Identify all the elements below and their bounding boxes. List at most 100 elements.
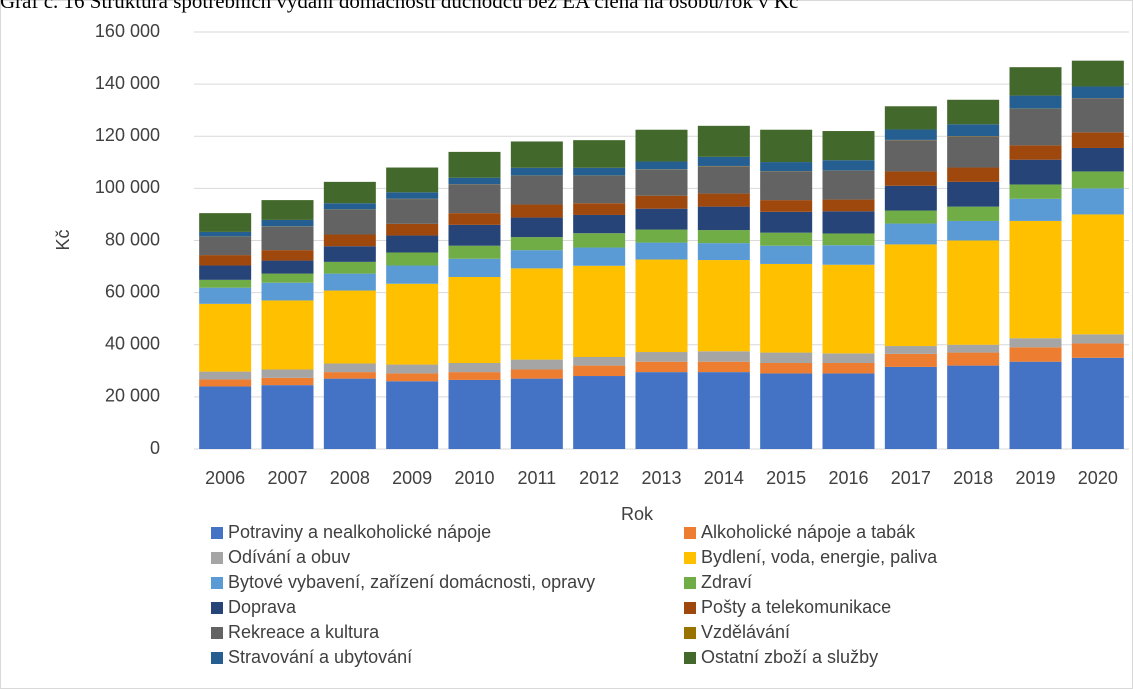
bar-segment [386, 364, 439, 374]
chart-title: Graf č. 16 Struktura spotřebních vydání … [0, 0, 798, 13]
bar-segment [323, 234, 376, 247]
bar-segment [884, 366, 937, 449]
bar-segment [884, 244, 937, 347]
bar-segment [573, 356, 626, 366]
bar-segment [884, 129, 937, 140]
bar-segment [822, 160, 875, 171]
bar-segment [1009, 95, 1062, 109]
bar-segment [947, 220, 1000, 241]
bar-segment [573, 203, 626, 215]
bar-segment [1009, 145, 1062, 160]
bar-segment [760, 200, 813, 212]
legend-label: Potraviny a nealkoholické nápoje [228, 522, 491, 542]
bar-segment [1009, 67, 1062, 96]
bar-segment [573, 167, 626, 176]
bar-segment [760, 373, 813, 449]
legend-swatch [684, 602, 696, 614]
bar-segment [510, 369, 563, 379]
bar-segment [635, 352, 688, 362]
bar-segment [386, 235, 439, 253]
bar-segment [822, 353, 875, 363]
bar-segment [1071, 334, 1124, 344]
bar-segment [323, 246, 376, 262]
bar-segment [323, 363, 376, 373]
bar-segment [199, 379, 252, 387]
bar-segment [510, 237, 563, 251]
bar-segment [261, 369, 314, 378]
bar-segment [199, 255, 252, 266]
bar-segment [760, 245, 813, 264]
bar-segment [199, 371, 252, 380]
legend-swatch [211, 652, 223, 664]
bar-segment [1071, 357, 1124, 449]
bar-segment [199, 265, 252, 280]
bar-segment [947, 181, 1000, 207]
bar-segment [573, 175, 626, 204]
bar-segment [884, 223, 937, 245]
bar-segment [261, 260, 314, 274]
bar-segment [697, 361, 750, 373]
bar-segment [697, 372, 750, 449]
y-tick-label: 120 000 [95, 125, 160, 145]
bar-segment [635, 169, 688, 196]
legend-label: Zdraví [701, 572, 752, 592]
bar-segment [822, 264, 875, 354]
bar-segment [573, 233, 626, 248]
bar-segment [261, 282, 314, 301]
y-tick-label: 0 [150, 438, 160, 458]
bar-segment [448, 177, 501, 185]
bar-segment [1071, 188, 1124, 215]
bar-segment [1071, 98, 1124, 133]
bar-segment [1071, 171, 1124, 189]
bar-segment [635, 161, 688, 170]
bar-segment [323, 372, 376, 379]
x-tick-label: 2015 [766, 468, 806, 488]
legend-label: Alkoholické nápoje a tabák [701, 522, 916, 542]
bar-segment [1071, 86, 1124, 99]
bar-segment [884, 106, 937, 130]
bar-segment [199, 279, 252, 288]
legend-label: Odívání a obuv [228, 547, 350, 567]
x-tick-label: 2006 [205, 468, 245, 488]
bar-segment [448, 258, 501, 277]
x-tick-label: 2020 [1078, 468, 1118, 488]
bar-segment [635, 259, 688, 353]
y-tick-label: 160 000 [95, 21, 160, 41]
bar-segment [760, 171, 813, 201]
bar-segment [697, 193, 750, 207]
bar-segment [510, 175, 563, 205]
bar-segment [884, 346, 937, 354]
bar-segment [1071, 147, 1124, 172]
bar-segment [635, 242, 688, 260]
bar-segment [199, 303, 252, 372]
bar-segment [510, 250, 563, 269]
bar-segment [1009, 198, 1062, 221]
bar-segment [573, 365, 626, 377]
bar-segment [573, 140, 626, 168]
bar-segment [386, 265, 439, 284]
bar-segment [386, 381, 439, 449]
x-tick-label: 2007 [267, 468, 307, 488]
legend-label: Bydlení, voda, energie, paliva [701, 547, 938, 567]
bar-segment [1009, 159, 1062, 185]
bar-segment [697, 125, 750, 157]
y-tick-label: 60 000 [105, 281, 160, 301]
bar-segment [1071, 60, 1124, 87]
bar-segment [822, 131, 875, 161]
bar-segment [697, 351, 750, 362]
x-tick-label: 2010 [454, 468, 494, 488]
bar-segment [1071, 214, 1124, 335]
bar-segment [822, 211, 875, 234]
legend-swatch [211, 602, 223, 614]
bar-segment [760, 232, 813, 246]
bar-segment [510, 359, 563, 370]
bar-segment [261, 200, 314, 220]
bar-segment [947, 240, 1000, 345]
bar-segment [573, 214, 626, 234]
bar-segment [822, 362, 875, 374]
x-tick-label: 2017 [891, 468, 931, 488]
bar-segment [448, 362, 501, 373]
x-tick-label: 2016 [828, 468, 868, 488]
bar-segment [386, 252, 439, 266]
